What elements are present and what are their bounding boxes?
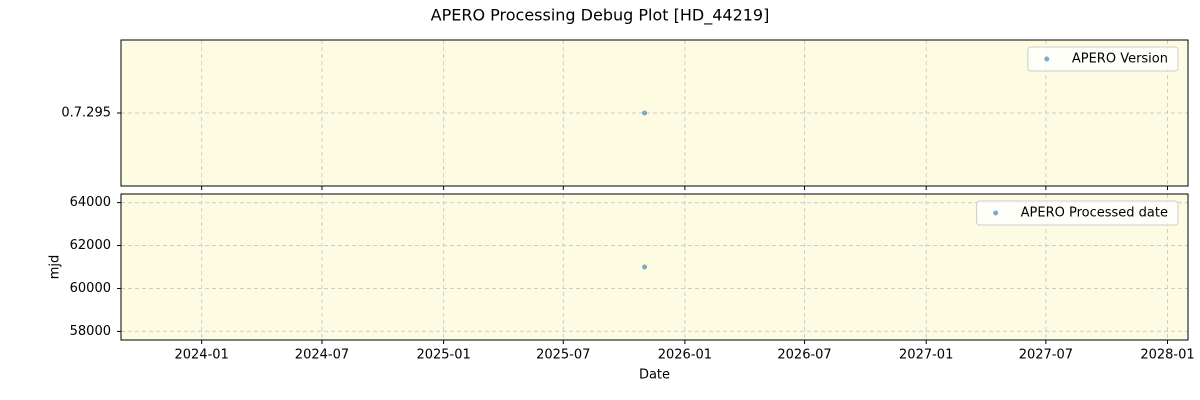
x-tick-label: 2027-01: [899, 348, 953, 363]
plot-frame: [120, 39, 1189, 187]
y-tick-label: 62000: [70, 238, 111, 253]
y-tick-label: 0.7.295: [61, 106, 111, 121]
data-point: [642, 110, 648, 116]
y-tick-label: 64000: [70, 195, 111, 210]
legend: APERO Processed date: [976, 200, 1179, 226]
y-tick-label: 58000: [70, 324, 111, 339]
legend-label: APERO Version: [1072, 52, 1168, 67]
legend-box: [976, 200, 1179, 226]
data-point: [642, 264, 648, 270]
x-tick-label: 2024-07: [295, 348, 349, 363]
x-tick-label: 2025-07: [536, 348, 590, 363]
legend-box: [1027, 46, 1179, 72]
figure-title: APERO Processing Debug Plot [HD_44219]: [431, 6, 770, 26]
x-tick-label: 2028-01: [1140, 348, 1194, 363]
legend: APERO Version: [1027, 46, 1179, 72]
plot-frame: [120, 193, 1189, 341]
legend-marker: [1044, 56, 1050, 62]
y-axis-label: mjd: [48, 255, 63, 280]
legend-label: APERO Processed date: [1021, 206, 1168, 221]
y-tick-label: 60000: [70, 281, 111, 296]
x-tick-label: 2027-07: [1019, 348, 1073, 363]
x-tick-label: 2024-01: [174, 348, 228, 363]
x-axis-label: Date: [639, 368, 670, 383]
x-tick-label: 2025-01: [416, 348, 470, 363]
legend-marker: [993, 210, 999, 216]
x-tick-label: 2026-01: [658, 348, 712, 363]
x-tick-label: 2026-07: [777, 348, 831, 363]
